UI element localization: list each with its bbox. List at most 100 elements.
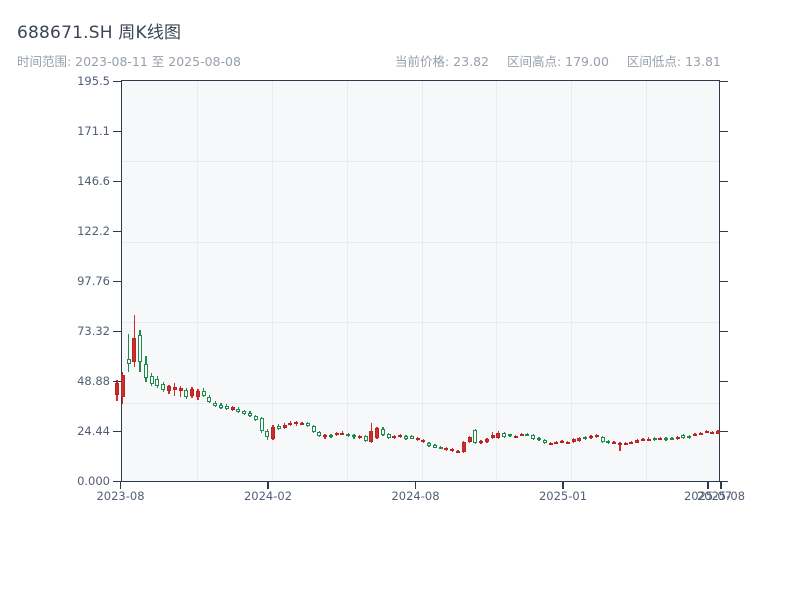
h-gridline xyxy=(122,241,719,243)
candle-down xyxy=(427,442,432,447)
candle-down xyxy=(328,435,333,438)
candle-down xyxy=(224,405,229,409)
candle-up xyxy=(704,431,709,434)
y-tick-left xyxy=(112,130,121,133)
y-tick-right xyxy=(719,80,728,83)
candle-up xyxy=(299,423,304,426)
candle-down xyxy=(305,423,310,427)
y-tick-right xyxy=(719,380,728,383)
candle-down xyxy=(219,404,224,408)
v-gridline xyxy=(346,81,348,481)
candle-down xyxy=(606,440,611,443)
candle-up xyxy=(710,431,715,434)
y-tick-label: 122.2 xyxy=(77,223,110,238)
candle-up xyxy=(271,427,276,439)
candle-down xyxy=(531,435,536,439)
candle-down xyxy=(213,402,218,406)
candle-down xyxy=(149,376,154,385)
candle-down xyxy=(600,436,605,442)
candle-down xyxy=(143,363,148,379)
candle-down xyxy=(138,335,143,362)
y-tick-left xyxy=(112,480,121,483)
v-gridline xyxy=(421,81,423,481)
y-tick-left xyxy=(112,80,121,83)
candle-up xyxy=(560,441,565,444)
candle-down xyxy=(161,384,166,391)
candle-down xyxy=(311,426,316,433)
chart-title: 688671.SH 周K线图 xyxy=(17,23,182,43)
h-gridline xyxy=(122,161,719,163)
candle-up xyxy=(571,438,576,442)
h-gridline xyxy=(122,402,719,404)
current-price: 当前价格: 23.82 xyxy=(395,54,489,69)
candle-down xyxy=(687,436,692,439)
candle-down xyxy=(652,437,657,440)
candle-wick xyxy=(179,386,182,397)
candle-up xyxy=(519,434,524,437)
candle-up xyxy=(635,439,640,443)
candle-up xyxy=(392,436,397,439)
candle-up xyxy=(195,391,200,397)
candle-up xyxy=(115,383,119,395)
candle-up xyxy=(646,438,651,441)
candle-down xyxy=(247,412,252,417)
candle-down xyxy=(155,379,160,387)
x-tick xyxy=(562,482,564,489)
candle-down xyxy=(438,446,443,449)
candle-down xyxy=(502,432,507,437)
candle-up xyxy=(461,442,466,453)
y-tick-label: 48.88 xyxy=(77,373,110,388)
candle-up xyxy=(629,442,634,444)
candle-down xyxy=(409,435,414,439)
candle-up xyxy=(658,437,663,440)
y-tick-left xyxy=(112,330,121,333)
candle-up xyxy=(484,438,489,442)
range-low: 区间低点: 13.81 xyxy=(626,54,721,69)
candle-down xyxy=(542,439,547,444)
date-range-text: 时间范围: 2023-08-11 至 2025-08-08 xyxy=(17,54,241,69)
candle-down xyxy=(363,436,368,441)
candle-up xyxy=(294,422,299,425)
candle-down xyxy=(351,435,356,438)
y-tick-right xyxy=(719,430,728,433)
y-tick-label: 195.5 xyxy=(77,74,110,88)
candle-up xyxy=(617,442,622,445)
candle-up xyxy=(513,435,518,438)
y-tick-left xyxy=(112,380,121,383)
candle-down xyxy=(207,396,212,402)
candle-down xyxy=(259,418,264,432)
candle-down xyxy=(473,429,478,443)
v-gridline xyxy=(271,81,273,481)
candle-up xyxy=(554,442,559,445)
candle-down xyxy=(404,436,408,439)
candle-up xyxy=(693,434,697,437)
x-tick-label: 2025-07 xyxy=(683,489,733,503)
y-tick-left xyxy=(112,430,121,433)
y-tick-left xyxy=(112,280,121,283)
candle-down xyxy=(242,410,247,414)
candle-down xyxy=(664,438,669,441)
candle-up xyxy=(716,430,721,435)
candle-up xyxy=(623,442,628,445)
candle-up xyxy=(577,437,582,441)
candle-up xyxy=(340,433,345,436)
range-high: 区间高点: 179.00 xyxy=(506,54,609,69)
x-tick-label: 2024-08 xyxy=(391,489,440,503)
v-gridline xyxy=(196,81,198,481)
candle-up xyxy=(421,439,426,442)
y-tick-right xyxy=(719,130,728,133)
candle-down xyxy=(669,437,674,440)
candle-down xyxy=(184,390,189,397)
candle-up xyxy=(375,428,380,438)
candle-down xyxy=(536,437,541,441)
v-gridline xyxy=(646,81,648,481)
candle-up xyxy=(588,435,593,438)
y-tick-label: 146.6 xyxy=(77,174,110,189)
candle-down xyxy=(126,358,131,364)
candle-up xyxy=(178,388,183,392)
y-tick-label: 171.1 xyxy=(77,123,110,138)
x-tick-label: 2023-08 xyxy=(96,489,145,503)
candle-up xyxy=(612,442,617,444)
y-tick-left xyxy=(112,180,121,183)
y-tick-label: 97.76 xyxy=(77,273,110,288)
